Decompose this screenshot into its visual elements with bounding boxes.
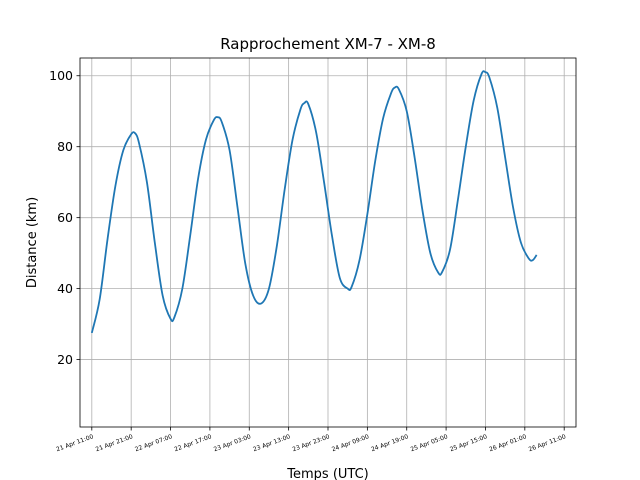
series-line bbox=[90, 70, 538, 334]
series-group bbox=[90, 70, 538, 334]
y-tick-label: 60 bbox=[57, 210, 73, 225]
y-tick-label: 100 bbox=[49, 68, 73, 83]
y-axis-label: Distance (km) bbox=[25, 197, 40, 288]
x-axis-label: Temps (UTC) bbox=[286, 467, 368, 480]
grid bbox=[80, 58, 576, 427]
chart-title: Rapprochement XM-7 - XM-8 bbox=[220, 35, 436, 53]
y-tick-label: 20 bbox=[57, 352, 73, 367]
y-tick-label: 40 bbox=[57, 281, 73, 296]
y-axis: 20 40 60 80 100 bbox=[49, 68, 80, 367]
y-tick-label: 80 bbox=[57, 139, 73, 154]
